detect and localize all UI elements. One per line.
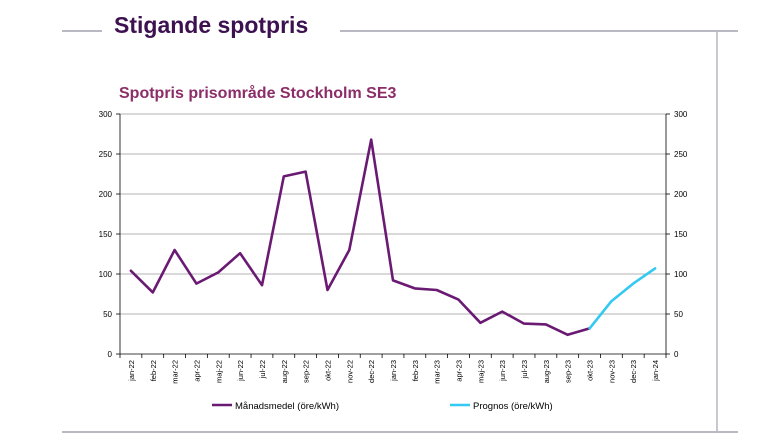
y-tick-label-right: 200 (674, 190, 688, 199)
x-tick-label: maj-22 (214, 360, 223, 383)
x-tick-label: feb-23 (411, 360, 420, 381)
y-tick-label-left: 200 (99, 190, 113, 199)
y-tick-label-left: 100 (99, 270, 113, 279)
y-tick-label-right: 300 (674, 110, 688, 119)
slide-title: Stigande spotpris (114, 12, 309, 38)
x-tick-label: apr-23 (455, 360, 464, 382)
x-tick-label: jun-23 (498, 360, 507, 382)
y-tick-label-right: 0 (674, 350, 679, 359)
x-tick-label: nov-23 (607, 360, 616, 383)
x-tick-label: okt-22 (323, 360, 332, 381)
title-rule-right (340, 30, 738, 32)
legend-label-1: Månadsmedel (öre/kWh) (235, 401, 339, 412)
x-tick-label: aug-23 (542, 360, 551, 383)
y-tick-label-right: 150 (674, 230, 688, 239)
x-tick-label: mar-23 (433, 360, 442, 384)
y-tick-label-left: 300 (99, 110, 113, 119)
x-tick-label: jul-23 (520, 360, 529, 379)
y-tick-label-left: 250 (99, 150, 113, 159)
x-tick-label: nov-22 (345, 360, 354, 383)
y-tick-label-right: 50 (674, 310, 683, 319)
series-line-2 (588, 267, 657, 330)
frame-right-rule (716, 32, 718, 432)
x-tick-label: jul-22 (258, 360, 267, 379)
x-tick-label: jun-22 (236, 360, 245, 382)
x-tick-label: dec-22 (367, 360, 376, 383)
x-tick-label: sep-22 (302, 360, 311, 383)
x-tick-label: mar-22 (171, 360, 180, 384)
y-tick-label-left: 0 (108, 350, 113, 359)
bottom-rule (62, 431, 738, 433)
legend-label-2: Prognos (öre/kWh) (473, 401, 553, 412)
x-tick-label: feb-22 (149, 360, 158, 381)
y-tick-label-left: 50 (103, 310, 112, 319)
x-tick-label: maj-23 (476, 360, 485, 383)
chart-title: Spotpris prisområde Stockholm SE3 (119, 85, 397, 102)
title-rule-left (62, 30, 102, 32)
x-tick-label: jan-24 (651, 360, 660, 382)
x-tick-label: aug-22 (280, 360, 289, 383)
y-tick-label-right: 250 (674, 150, 688, 159)
y-tick-label-right: 100 (674, 270, 688, 279)
x-tick-label: jan-22 (127, 360, 136, 382)
x-tick-label: dec-23 (629, 360, 638, 383)
x-tick-label: sep-23 (564, 360, 573, 383)
series-line-1 (129, 138, 591, 337)
x-tick-label: apr-22 (192, 360, 201, 382)
y-tick-label-left: 150 (99, 230, 113, 239)
x-tick-label: jan-23 (389, 360, 398, 382)
x-tick-label: okt-23 (586, 360, 595, 381)
